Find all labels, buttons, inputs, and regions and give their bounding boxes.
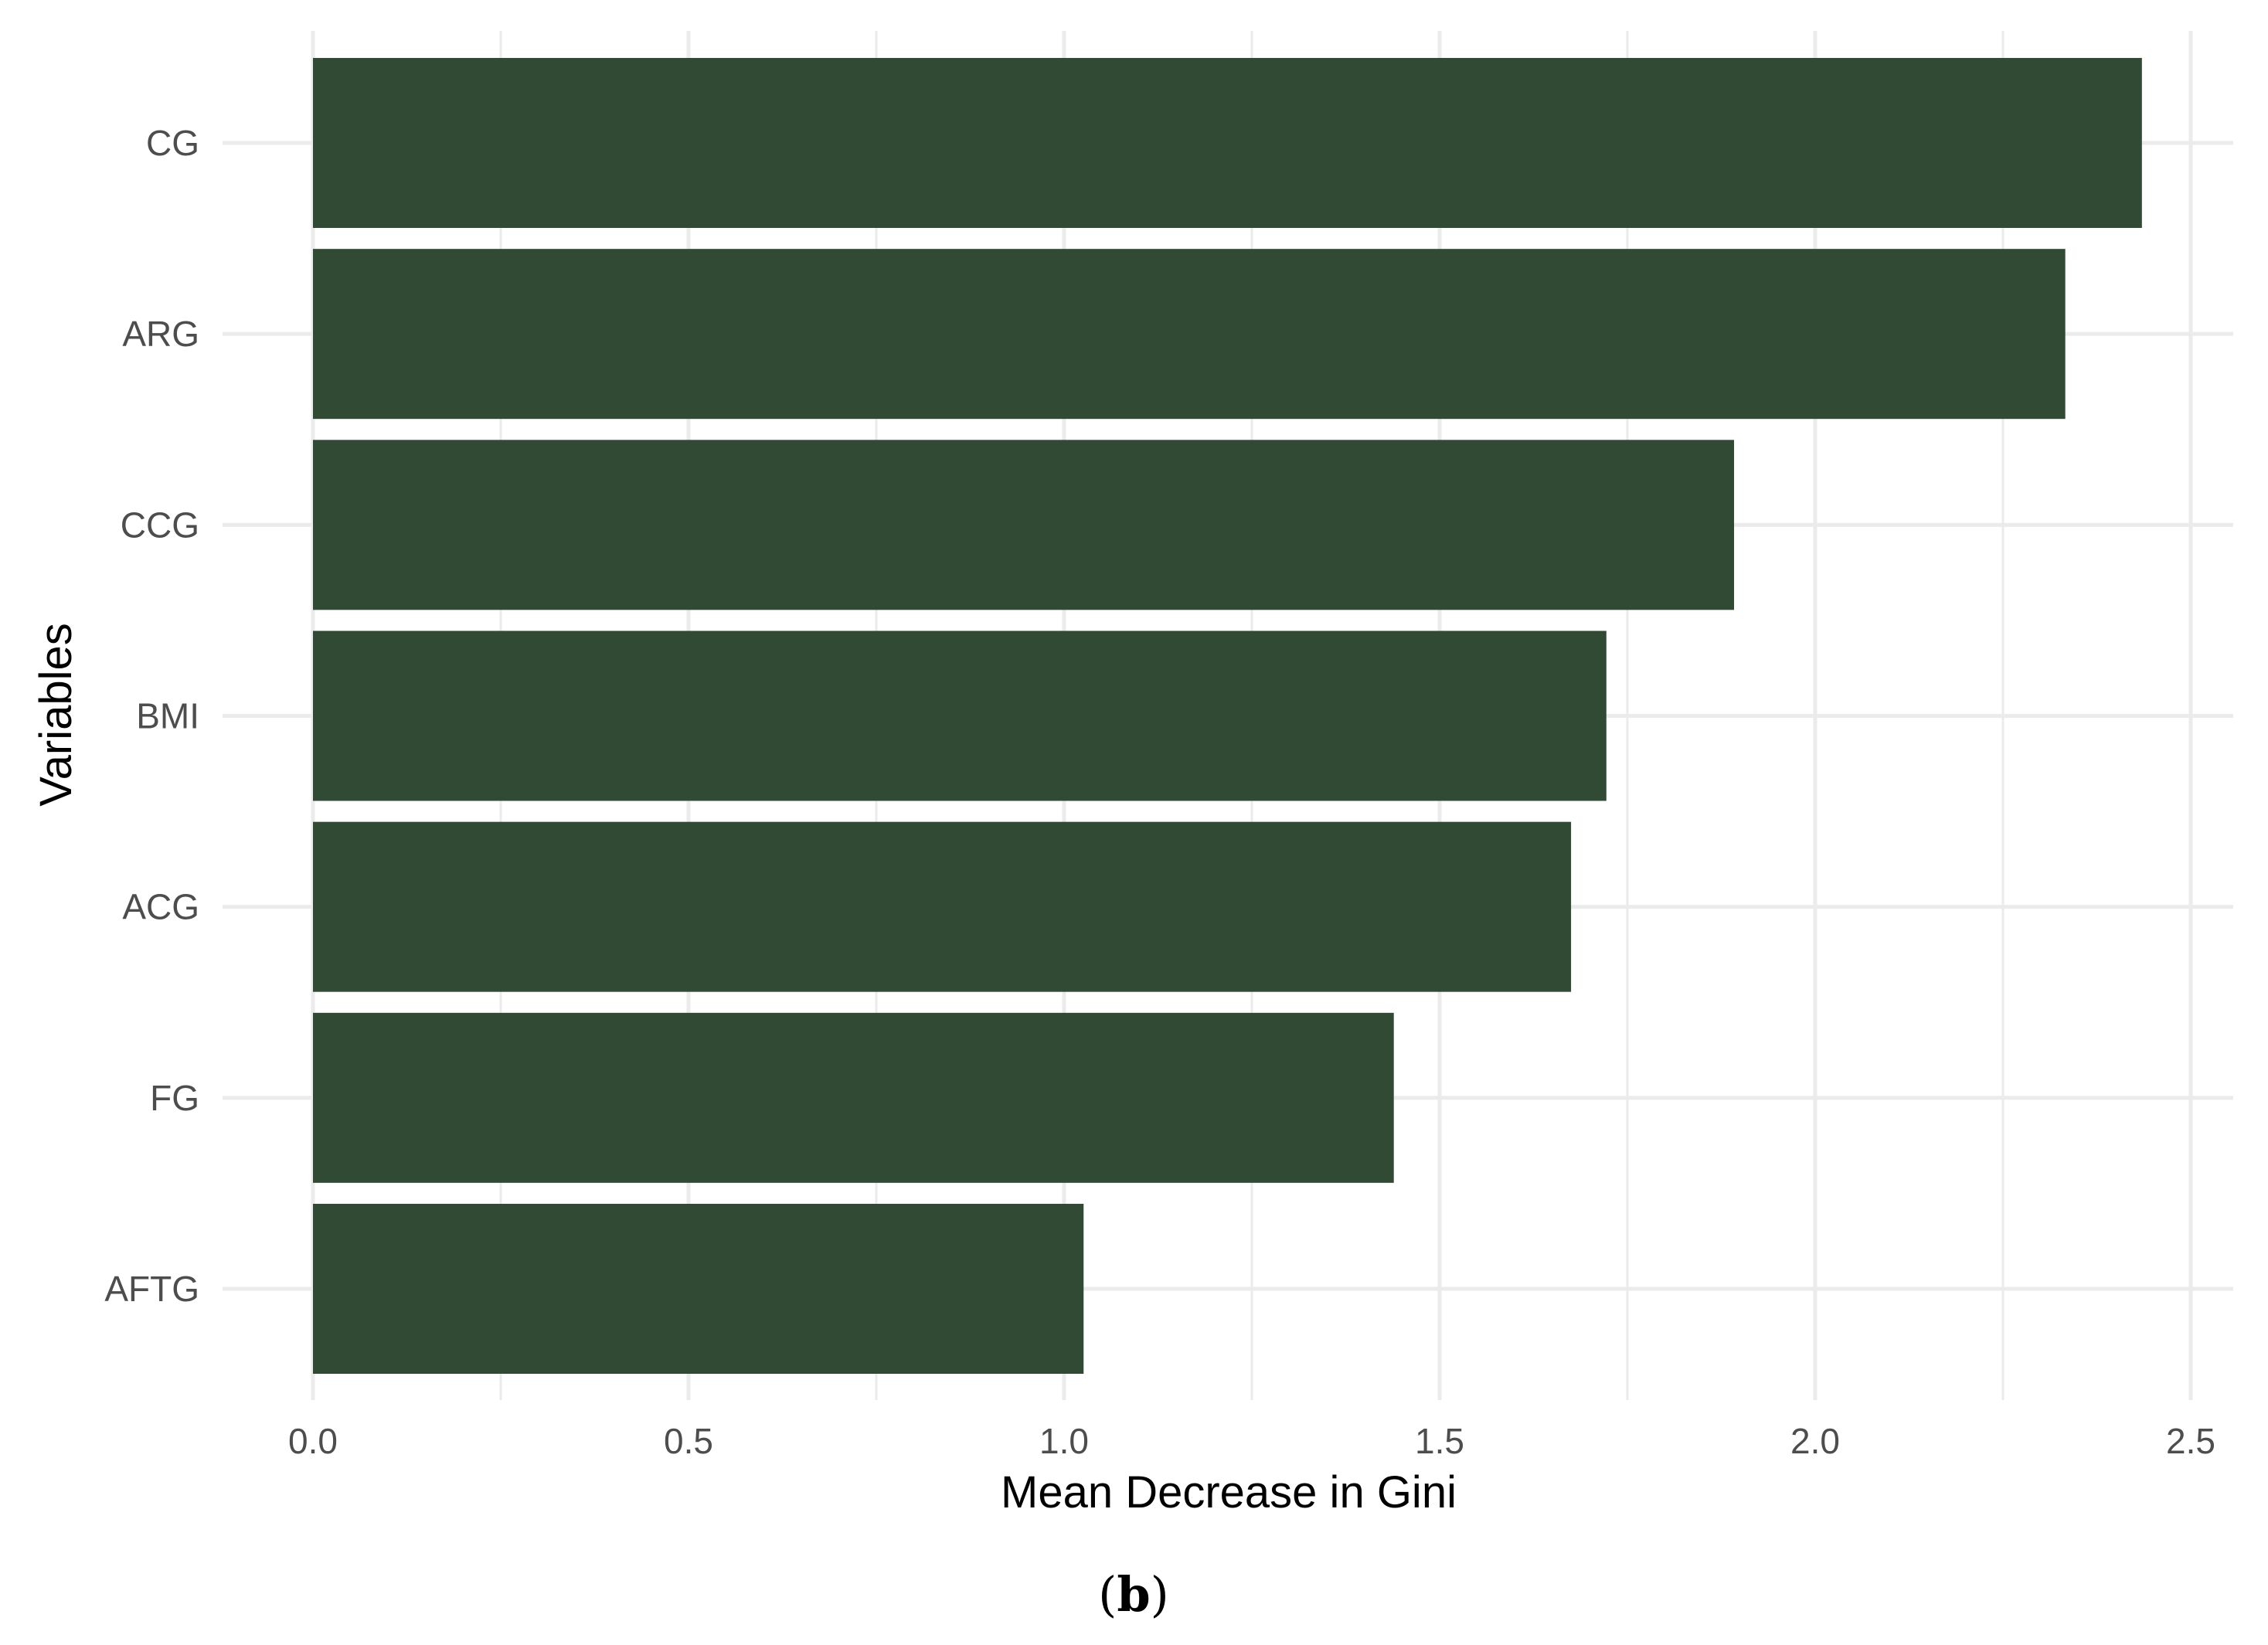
caption-close: ) [1151, 1566, 1169, 1623]
y-axis-title: Variables [31, 623, 81, 807]
x-tick-label: 0.0 [288, 1421, 338, 1461]
y-tick-labels: CG ARG CCG BMI ACG FG AFTG [104, 123, 199, 1309]
caption-open: ( [1098, 1566, 1117, 1623]
x-tick-label: 2.5 [2166, 1421, 2215, 1461]
bar-bmi [313, 630, 1607, 801]
bar-ccg [313, 440, 1735, 610]
y-tick-label: BMI [136, 696, 199, 736]
y-tick-label: ACG [122, 887, 199, 927]
bar-fg [313, 1012, 1394, 1183]
x-tick-label: 1.5 [1415, 1421, 1464, 1461]
y-tick-label: ARG [122, 314, 199, 354]
bar-cg [313, 58, 2142, 228]
y-tick-label: CCG [121, 505, 199, 545]
x-axis-title: Mean Decrease in Gini [1001, 1467, 1457, 1518]
y-tick-label: CG [146, 123, 199, 163]
bar-acg [313, 821, 1572, 992]
x-tick-label: 1.0 [1039, 1421, 1089, 1461]
y-tick-label: AFTG [104, 1269, 199, 1309]
bars [313, 58, 2142, 1374]
bar-arg [313, 249, 2066, 420]
caption-letter: b [1117, 1566, 1150, 1623]
x-tick-label: 2.0 [1790, 1421, 1840, 1461]
bar-aftg [313, 1204, 1084, 1374]
y-tick-label: FG [150, 1078, 199, 1118]
figure-caption: (b) [1098, 1566, 1169, 1623]
x-tick-labels: 0.0 0.5 1.0 1.5 2.0 2.5 [288, 1421, 2215, 1461]
x-tick-label: 0.5 [664, 1421, 713, 1461]
